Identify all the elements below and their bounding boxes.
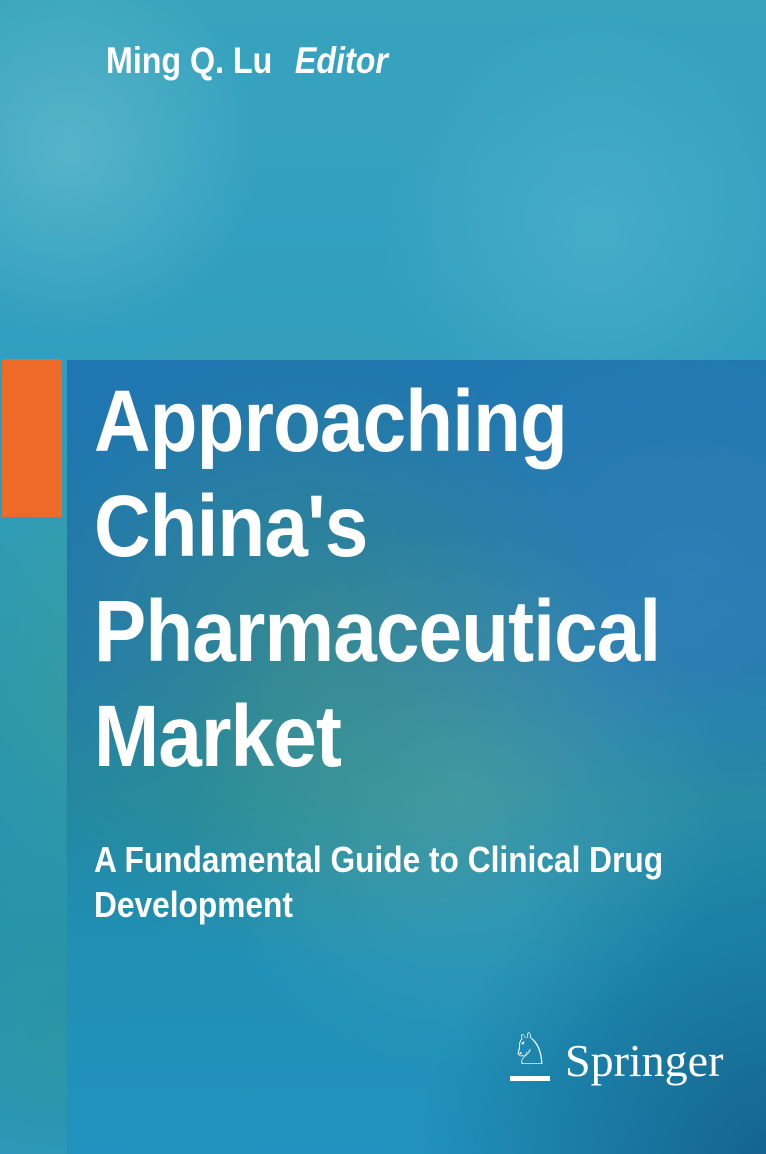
springer-horse-icon: ♘ bbox=[510, 1028, 550, 1081]
title-panel bbox=[67, 360, 766, 1154]
editor-line: Ming Q. Lu Editor bbox=[106, 41, 388, 81]
title-line-1: Approaching bbox=[94, 373, 568, 470]
knight-glyph: ♘ bbox=[510, 1024, 550, 1075]
title-line-4: Market bbox=[94, 688, 342, 785]
accent-square bbox=[2, 359, 62, 517]
logo-underline bbox=[510, 1076, 550, 1081]
editor-role: Editor bbox=[294, 40, 388, 81]
book-subtitle: A Fundamental Guide to Clinical Drug Dev… bbox=[94, 837, 663, 927]
editor-name: Ming Q. Lu bbox=[106, 40, 273, 81]
publisher-name: Springer bbox=[565, 1035, 724, 1086]
subtitle-line-1: A Fundamental Guide to Clinical Drug bbox=[94, 839, 664, 880]
book-title: Approaching China's Pharmaceutical Marke… bbox=[94, 369, 661, 789]
subtitle-line-2: Development bbox=[94, 884, 293, 925]
publisher-logo: ♘ Springer bbox=[510, 1028, 723, 1085]
title-line-2: China's bbox=[94, 478, 368, 575]
title-line-3: Pharmaceutical bbox=[94, 583, 661, 680]
